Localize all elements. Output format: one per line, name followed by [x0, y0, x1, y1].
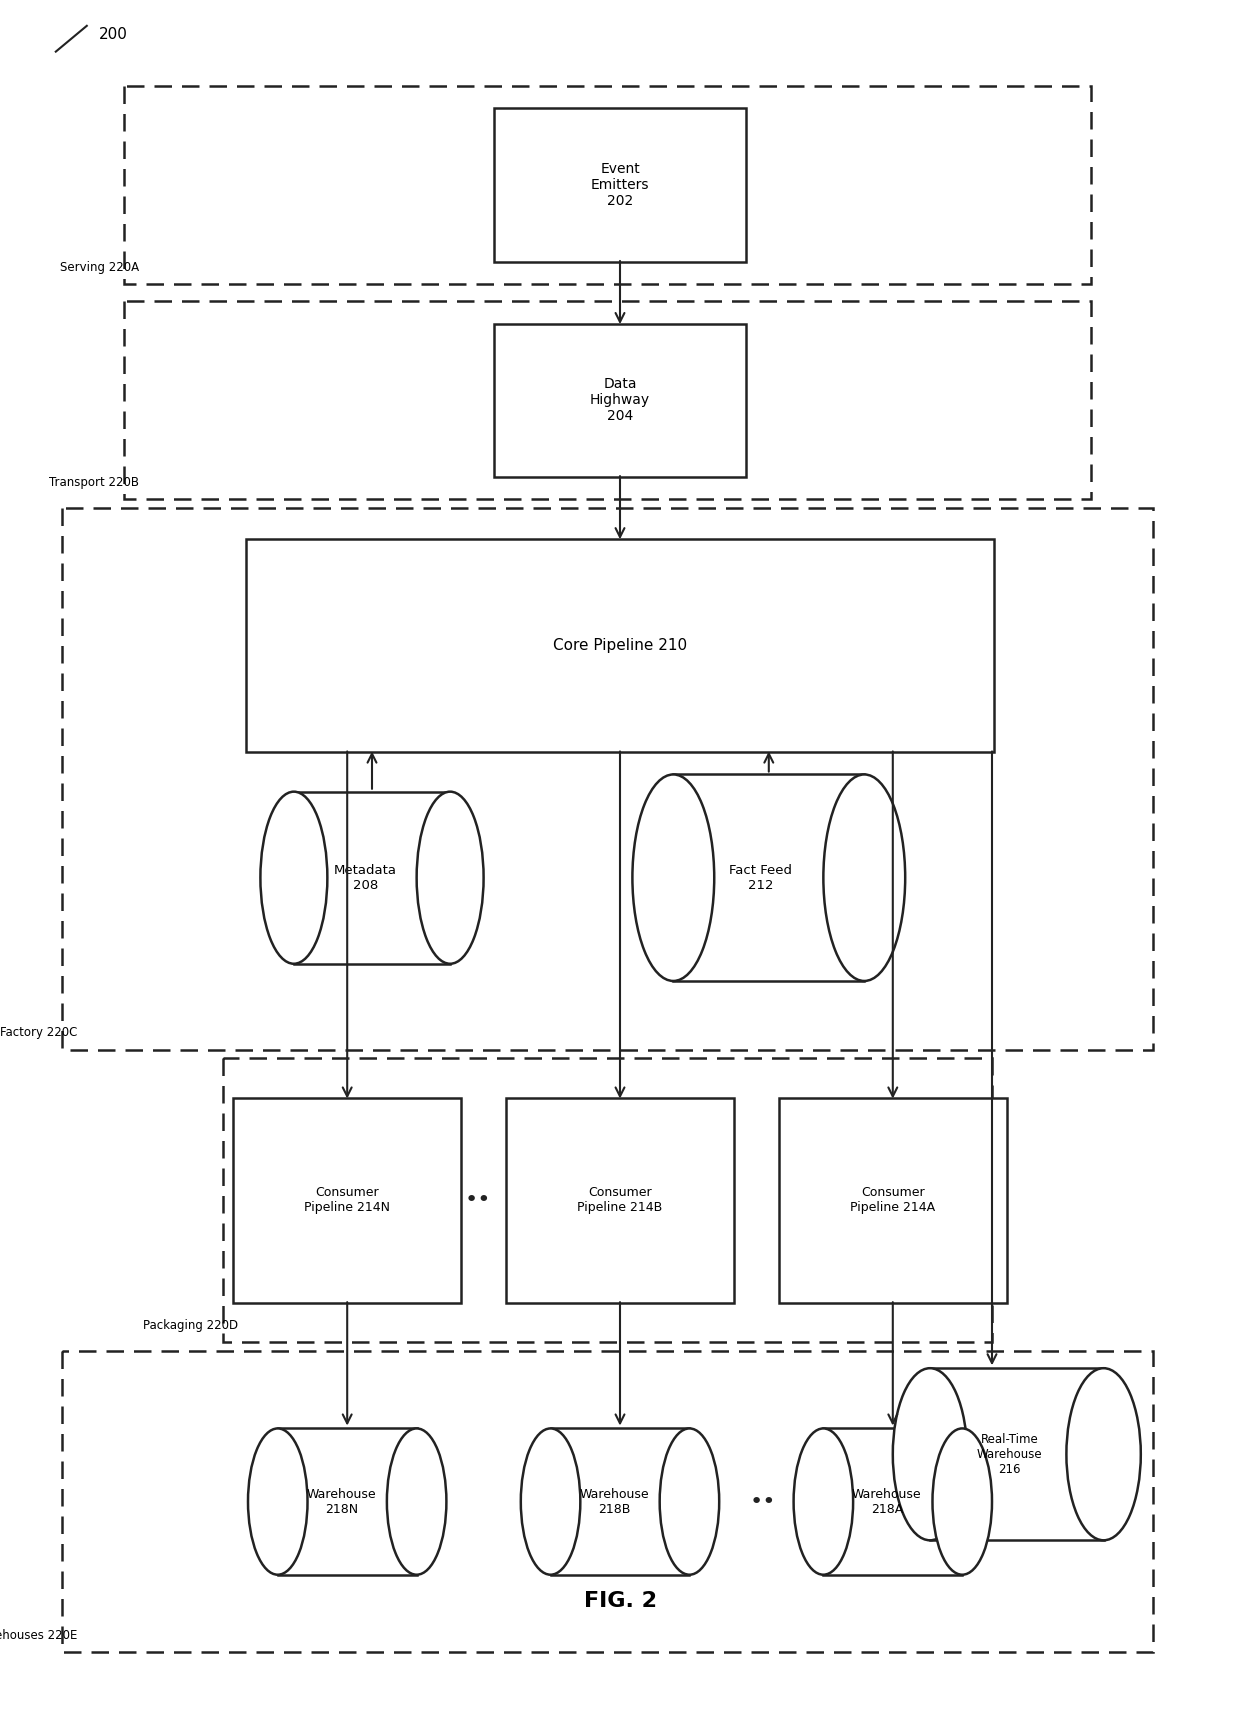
Text: Event
Emitters
202: Event Emitters 202	[590, 162, 650, 208]
Text: ••: ••	[464, 1191, 491, 1210]
Ellipse shape	[260, 792, 327, 964]
Bar	[124, 301, 1091, 499]
Ellipse shape	[387, 1428, 446, 1575]
Text: Metadata
208: Metadata 208	[334, 864, 397, 891]
Text: Data
Highway
204: Data Highway 204	[590, 377, 650, 423]
Text: Packaging 220D: Packaging 220D	[143, 1318, 238, 1332]
Text: FIG. 2: FIG. 2	[584, 1590, 656, 1611]
FancyBboxPatch shape	[246, 539, 994, 752]
Bar	[673, 774, 864, 981]
Ellipse shape	[660, 1428, 719, 1575]
Bar	[62, 508, 1153, 1050]
Text: Real-Time
Warehouse
216: Real-Time Warehouse 216	[977, 1434, 1042, 1475]
Text: Serving 220A: Serving 220A	[60, 260, 139, 274]
Text: Transport 220B: Transport 220B	[48, 475, 139, 489]
Bar	[823, 1428, 962, 1575]
Bar	[124, 86, 1091, 284]
Text: Warehouse
218N: Warehouse 218N	[306, 1487, 376, 1516]
Bar	[62, 1351, 1153, 1652]
Ellipse shape	[1066, 1368, 1141, 1540]
Text: 200: 200	[99, 28, 128, 41]
Text: Consumer
Pipeline 214N: Consumer Pipeline 214N	[304, 1186, 391, 1215]
Ellipse shape	[417, 792, 484, 964]
FancyBboxPatch shape	[233, 1098, 461, 1303]
FancyBboxPatch shape	[779, 1098, 1007, 1303]
Text: Consumer
Pipeline 214A: Consumer Pipeline 214A	[851, 1186, 935, 1215]
Bar	[930, 1368, 1104, 1540]
Text: ••: ••	[749, 1492, 776, 1511]
Text: Warehouse
218A: Warehouse 218A	[852, 1487, 921, 1516]
FancyBboxPatch shape	[494, 108, 746, 262]
Ellipse shape	[248, 1428, 308, 1575]
Text: Factory 220C: Factory 220C	[0, 1026, 77, 1039]
Bar	[551, 1428, 689, 1575]
Bar	[223, 1058, 992, 1342]
Bar	[278, 1428, 417, 1575]
FancyBboxPatch shape	[506, 1098, 734, 1303]
Text: Consumer
Pipeline 214B: Consumer Pipeline 214B	[578, 1186, 662, 1215]
Text: Fact Feed
212: Fact Feed 212	[729, 864, 792, 891]
Ellipse shape	[932, 1428, 992, 1575]
Ellipse shape	[632, 774, 714, 981]
Ellipse shape	[521, 1428, 580, 1575]
Ellipse shape	[794, 1428, 853, 1575]
Bar	[294, 792, 450, 964]
Text: Core Pipeline 210: Core Pipeline 210	[553, 638, 687, 652]
FancyBboxPatch shape	[494, 324, 746, 477]
Ellipse shape	[893, 1368, 967, 1540]
Text: Data Warehouses 220E: Data Warehouses 220E	[0, 1628, 77, 1642]
Ellipse shape	[823, 774, 905, 981]
Text: Warehouse
218B: Warehouse 218B	[579, 1487, 649, 1516]
